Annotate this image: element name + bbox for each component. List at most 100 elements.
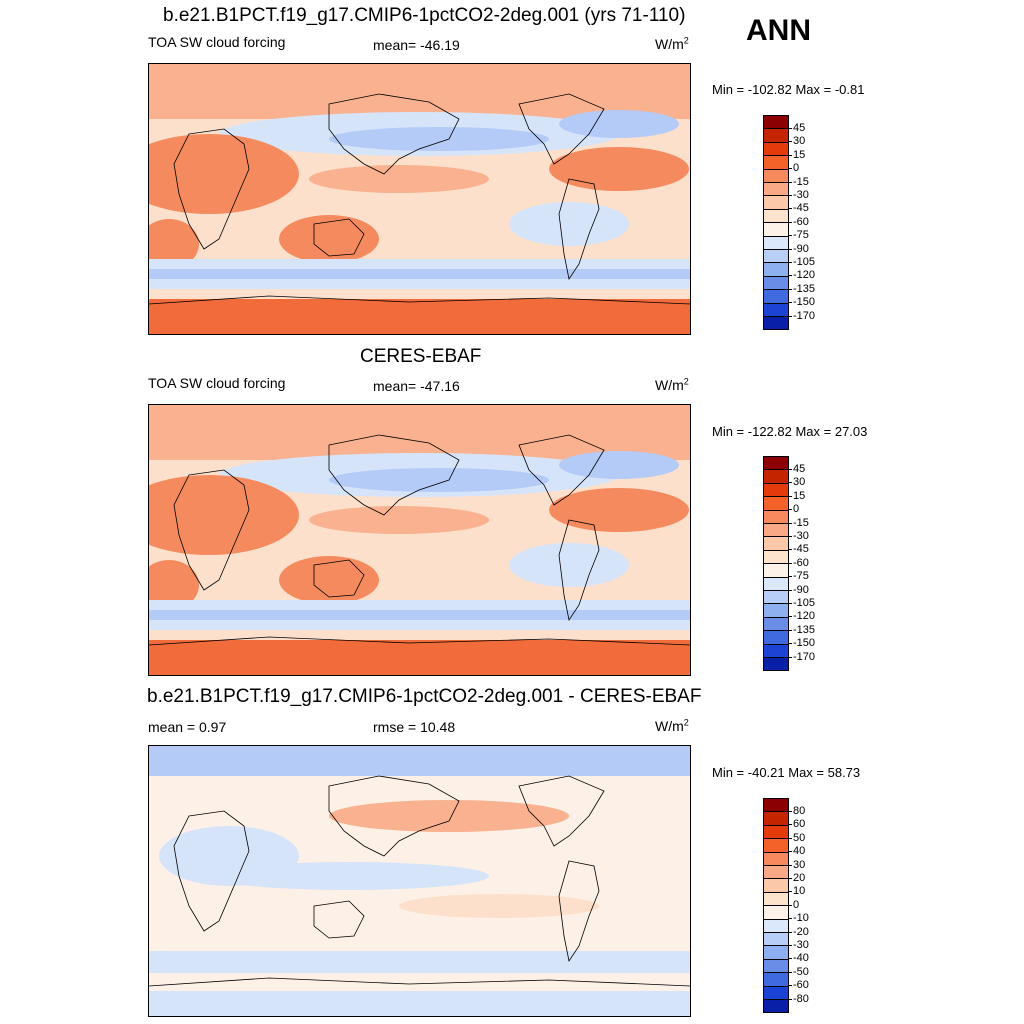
africa-anomaly	[159, 826, 299, 886]
map-panel3-svg	[149, 746, 690, 1016]
coastline	[518, 93, 605, 165]
colorbar-swatch	[763, 482, 789, 498]
panel2-minmax: Min = -122.82 Max = 27.03	[712, 424, 868, 439]
north-atlantic-clouds	[559, 451, 679, 479]
colorbar-swatch	[763, 958, 789, 974]
colorbar-tick-label: 30	[788, 476, 806, 489]
panel3-title: b.e21.B1PCT.f19_g17.CMIP6-1pctCO2-2deg.0…	[147, 686, 702, 707]
season-label: ANN	[746, 14, 811, 47]
colorbar-swatch	[763, 838, 789, 853]
coastline	[558, 860, 600, 963]
colorbar-tick-label: -105	[788, 596, 816, 609]
map-panel3	[148, 745, 691, 1017]
colorbar-swatch	[763, 811, 789, 826]
australia-region	[279, 215, 379, 263]
coastline	[149, 977, 690, 987]
colorbar-tick-label: -170	[788, 309, 816, 322]
colorbar-swatch	[763, 249, 789, 264]
arctic-band	[149, 746, 690, 776]
colorbar-tick-label: -20	[789, 925, 809, 938]
colorbar-swatch	[763, 918, 789, 933]
panel2-mean: mean= -47.16	[373, 378, 460, 394]
coastline	[173, 469, 250, 591]
colorbar-tick-label: -60	[789, 215, 809, 228]
colorbar-tick-label: 15	[788, 148, 806, 161]
colorbar-tick-label: -105	[788, 255, 816, 268]
colorbar-swatch	[763, 945, 789, 960]
australia-region	[279, 556, 379, 604]
colorbar-tick-label: 15	[788, 489, 806, 502]
southern-cloud-belt	[149, 610, 690, 620]
coastline	[313, 559, 365, 598]
colorbar-tick-label: -75	[789, 229, 809, 242]
map-panel2-svg	[149, 405, 690, 675]
colorbar-swatch	[763, 456, 789, 471]
north-pacific-clouds	[329, 468, 549, 492]
colorbar-tick-label: 30	[788, 858, 806, 871]
colorbar-tick-label: -40	[789, 952, 809, 965]
coastline	[518, 434, 605, 506]
colorbar-tick-label: -15	[789, 516, 809, 529]
north-atlantic-clouds	[559, 110, 679, 138]
colorbar-tick-label: 0	[788, 898, 800, 911]
colorbar-tick-label: -60	[789, 556, 809, 569]
colorbar-swatch	[763, 316, 789, 331]
colorbar-swatch	[763, 262, 789, 277]
colorbar-tick-label: -150	[788, 637, 816, 650]
coastline	[313, 218, 365, 257]
colorbar-swatch	[763, 469, 789, 484]
coastline	[173, 810, 250, 932]
colorbar-swatch	[763, 235, 789, 250]
antarctica-anomaly	[149, 991, 690, 1016]
north-pacific-anomaly	[329, 800, 569, 832]
colorbar-tick-label: -60	[789, 979, 809, 992]
colorbar-tick-label: 50	[788, 831, 806, 844]
colorbar-tick-label: 0	[788, 503, 800, 516]
colorbar-tick-label: -30	[789, 529, 809, 542]
north-pacific-clouds	[329, 127, 549, 151]
colorbar-swatch	[763, 865, 789, 880]
colorbar-tick-label: -90	[789, 583, 809, 596]
southern-africa-region	[149, 219, 199, 269]
north-pacific-subtropics	[309, 506, 489, 534]
colorbar-tick-label: 40	[788, 845, 806, 858]
coastline	[173, 128, 250, 250]
colorbar-swatch	[763, 905, 789, 920]
colorbar-tick-label: -135	[788, 623, 816, 636]
colorbar-tick-label: -15	[789, 175, 809, 188]
colorbar-tick-label: 60	[788, 818, 806, 831]
coastline	[558, 519, 600, 622]
colorbar-tick-label: -45	[789, 202, 809, 215]
coastline	[149, 295, 690, 305]
colorbar-swatch	[763, 168, 789, 183]
colorbar-tick-label: 45	[788, 121, 806, 134]
colorbar-swatch	[763, 590, 789, 605]
colorbar-tick-label: 10	[788, 885, 806, 898]
colorbar-swatch	[763, 563, 789, 578]
south-pacific-clouds	[509, 202, 629, 246]
panel1-minmax: Min = -102.82 Max = -0.81	[712, 82, 865, 97]
southern-anomaly	[149, 951, 690, 973]
sahara-region	[149, 475, 299, 555]
arctic-band	[149, 405, 690, 460]
colorbar-tick-label: -135	[788, 282, 816, 295]
antarctica-band	[149, 299, 690, 334]
panel1-left-label: TOA SW cloud forcing	[148, 34, 286, 50]
colorbar-tick-label: -120	[788, 269, 816, 282]
colorbar-swatch	[763, 496, 789, 511]
atlantic-subtropics	[549, 147, 689, 191]
sahara-region	[149, 134, 299, 214]
colorbar-tick-label: -170	[788, 650, 816, 663]
colorbar-swatch	[763, 603, 789, 618]
colorbar-tick-label: 80	[788, 804, 806, 817]
panel1-mean: mean= -46.19	[373, 37, 460, 53]
colorbar-swatch	[763, 195, 789, 210]
colorbar-swatch	[763, 128, 789, 143]
colorbar-swatch	[763, 972, 789, 987]
colorbar-tick-label: -120	[788, 610, 816, 623]
panel2-left-label: TOA SW cloud forcing	[148, 375, 286, 391]
coastline	[558, 178, 600, 281]
colorbar-swatch	[763, 851, 789, 866]
colorbar-swatch	[763, 549, 789, 565]
colorbar-swatch	[763, 509, 789, 524]
